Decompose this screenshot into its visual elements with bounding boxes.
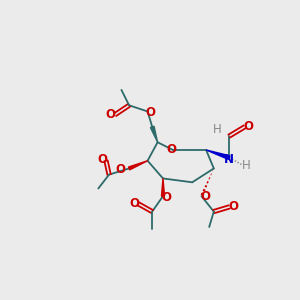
Polygon shape bbox=[150, 126, 158, 142]
Text: O: O bbox=[115, 164, 125, 176]
Text: O: O bbox=[97, 153, 107, 166]
Text: O: O bbox=[228, 200, 238, 213]
Text: O: O bbox=[145, 106, 155, 119]
Polygon shape bbox=[128, 161, 148, 170]
Text: O: O bbox=[106, 108, 116, 121]
Text: N: N bbox=[224, 153, 234, 166]
Text: H: H bbox=[213, 123, 222, 136]
Text: O: O bbox=[200, 190, 210, 203]
Text: O: O bbox=[244, 120, 254, 134]
Text: O: O bbox=[167, 143, 176, 157]
Polygon shape bbox=[161, 178, 164, 196]
Text: O: O bbox=[161, 191, 171, 204]
Polygon shape bbox=[206, 150, 230, 160]
Text: H: H bbox=[242, 159, 250, 172]
Text: O: O bbox=[130, 197, 140, 210]
